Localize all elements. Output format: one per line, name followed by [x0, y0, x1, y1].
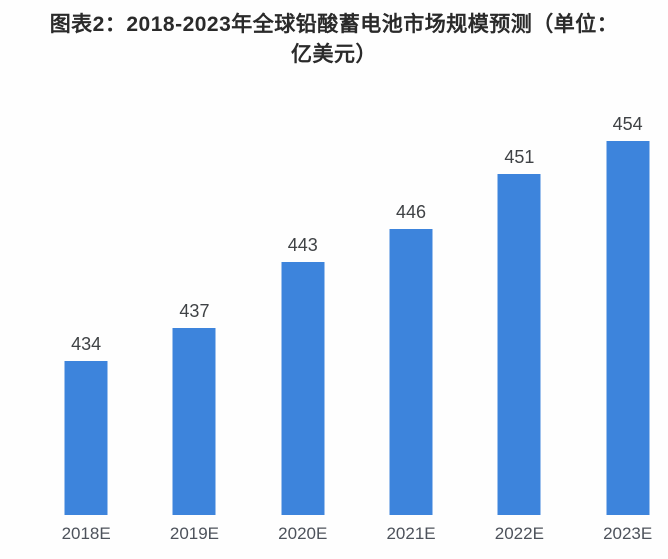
bar-2023e [606, 141, 650, 515]
x-axis-label: 2020E [278, 524, 328, 543]
bar-group-2018e: 434 2018E [32, 0, 140, 559]
bar-2019e [172, 328, 216, 515]
chart-title-line-2: 亿美元） [291, 43, 377, 67]
chart-title: 图表2：2018-2023年全球铅酸蓄电池市场规模预测（单位： 亿美元） [0, 10, 668, 71]
x-axis-label: 2019E [169, 524, 220, 543]
bar-group-2020e: 443 2020E [249, 0, 357, 559]
bar-value-label: 451 [504, 147, 535, 167]
bar-2020e [281, 262, 325, 515]
bar-2018e [64, 361, 108, 515]
x-axis-label: 2022E [494, 524, 544, 543]
bar-group-2023e: 454 2023E [574, 0, 668, 559]
bar-value-label: 446 [396, 202, 427, 222]
bar-group-2019e: 437 2019E [140, 0, 248, 559]
bar-value-label: 434 [71, 334, 102, 354]
bar-value-label: 443 [287, 235, 318, 255]
bar-group-2022e: 451 2022E [465, 0, 573, 559]
x-axis-label: 2023E [603, 524, 653, 543]
bar-2021e [389, 229, 433, 515]
bar-value-label: 454 [612, 114, 643, 134]
bar-value-label: 437 [179, 301, 210, 321]
x-axis-label: 2021E [386, 524, 436, 543]
bar-2022e [497, 174, 541, 515]
bar-group-2021e: 446 2021E [357, 0, 465, 559]
chart-title-line-1: 图表2：2018-2023年全球铅酸蓄电池市场规模预测（单位： [49, 13, 619, 36]
x-axis-label: 2018E [61, 524, 111, 543]
